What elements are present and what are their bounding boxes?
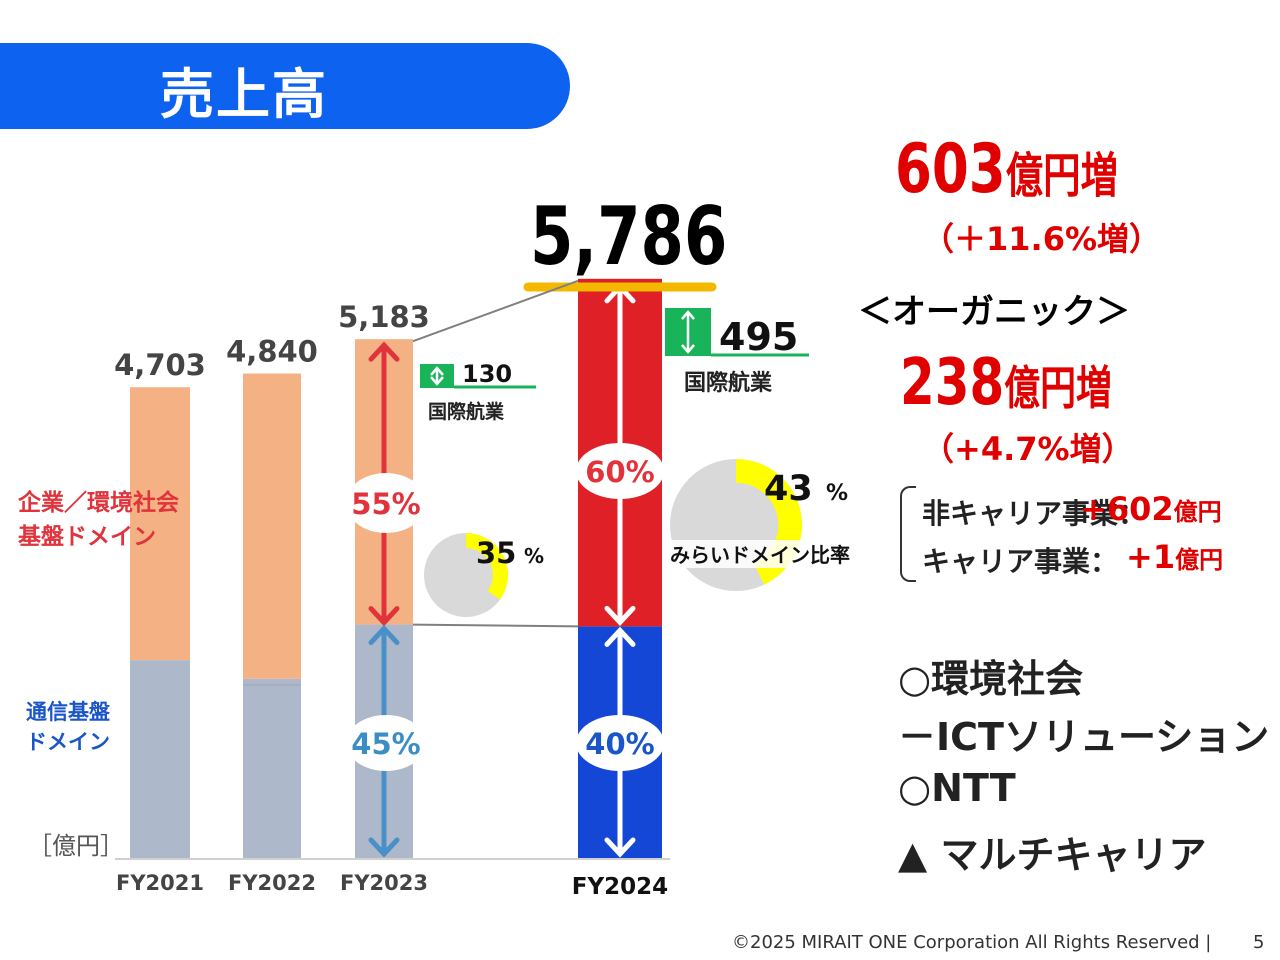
ia-caption-fy2023: 国際航業 — [428, 400, 505, 423]
bar-telecom-FY2021 — [130, 660, 190, 858]
ia-arrow-up-fy2023 — [430, 366, 444, 376]
fy2023-lower-arrow-head-up — [368, 624, 400, 646]
legend-enterprise-domain: 企業／環境社会 基盤ドメイン — [18, 486, 179, 554]
segment-multicarrier: ▲ マルチキャリア — [898, 833, 1207, 877]
fy2023-upper-arrow-head-up — [368, 341, 400, 362]
segment-environment: ○環境社会 — [898, 657, 1084, 701]
xtick-FY2021: FY2021 — [116, 871, 204, 895]
segment-ict: －ICTソリューション — [898, 715, 1270, 759]
pie-fy2024-caption-bg — [668, 540, 860, 568]
unit-label: ［億円］ — [28, 832, 124, 860]
bar-telecom-FY2022 — [243, 678, 301, 858]
breakdown-carrier-number: +1 — [1126, 538, 1176, 576]
breakdown-noncarrier-number: +602 — [1080, 490, 1174, 528]
xtick-FY2024: FY2024 — [572, 874, 668, 900]
pie-fy2024-caption: みらいドメイン比率 — [670, 543, 850, 567]
increase-value: 603 — [895, 130, 1006, 209]
xtick-FY2022: FY2022 — [228, 871, 316, 895]
title-banner — [0, 43, 570, 129]
pie-fy2023-pct-sign: % — [524, 544, 544, 568]
organic-unit: 億円増 — [1004, 361, 1112, 415]
legend-enterprise-line2: 基盤ドメイン — [18, 524, 156, 550]
breakdown-carrier-value: +1億円 — [1126, 538, 1223, 576]
fy2023-lower-share-bg — [346, 715, 426, 771]
breakdown-noncarrier-unit: 億円 — [1173, 498, 1222, 526]
fy2023-upper-share: 55% — [351, 487, 420, 521]
total-label-FY2022: 4,840 — [226, 335, 318, 369]
breakdown-noncarrier-value: +602億円 — [1080, 490, 1222, 528]
ia-arrow-down-fy2024 — [681, 344, 695, 354]
pie-fy2024-pct-sign: % — [826, 481, 848, 506]
total-label-FY2023: 5,183 — [338, 300, 430, 334]
fy2024-lower-share-bg — [576, 715, 664, 771]
bar-enterprise-FY2022 — [243, 373, 301, 679]
breakdown-carrier-label: キャリア事業： — [922, 545, 1119, 578]
legend-telecom-line1: 通信基盤 — [26, 700, 110, 724]
connector-top — [412, 279, 579, 343]
increase-unit: 億円増 — [1005, 148, 1119, 204]
total-label-FY2021: 4,703 — [114, 348, 206, 382]
breakdown-noncarrier-label: 非キャリア事業： — [922, 497, 1147, 530]
ia-caption-fy2024: 国際航業 — [684, 370, 773, 396]
connector-mid — [412, 623, 579, 628]
page-title: 売上高 — [160, 63, 328, 126]
fy2024-lower-share: 40% — [585, 727, 654, 761]
page-number: 5 — [1253, 932, 1265, 953]
ia-arrow-down-fy2023 — [430, 376, 444, 386]
increase-percent: （＋11.6%増） — [922, 220, 1162, 258]
breakdown-carrier-unit: 億円 — [1175, 546, 1224, 574]
bar-enterprise-FY2021 — [130, 387, 190, 661]
pie-fy2023-inner-mask — [466, 548, 493, 591]
ia-arrow-up-fy2024 — [681, 310, 695, 320]
ia-value-fy2023: 130 — [462, 360, 512, 388]
fy2023-lower-share: 45% — [351, 727, 420, 761]
fy2023-upper-share-bg — [346, 473, 426, 533]
fy2024-upper-arrow-head-down — [604, 605, 636, 627]
legend-enterprise-line1: 企業／環境社会 — [18, 490, 179, 516]
pie-fy2023-label: 35 — [476, 536, 516, 570]
fy2024-upper-share-bg — [576, 443, 664, 499]
copyright: ©2025 MIRAIT ONE Corporation All Rights … — [732, 932, 1212, 953]
legend-telecom-line2: ドメイン — [26, 730, 110, 754]
organic-value: 238 — [900, 346, 1005, 420]
organic-label: ＜オーガニック＞ — [858, 292, 1130, 332]
ia-value-fy2024: 495 — [719, 315, 798, 359]
xtick-FY2023: FY2023 — [340, 871, 428, 895]
organic-headline: 238億円増 — [900, 346, 1112, 420]
fy2024-upper-share: 60% — [585, 455, 654, 489]
pie-fy2024-label: 43 — [764, 469, 813, 509]
fy2024-lower-arrow-head-up — [604, 626, 636, 647]
increase-headline: 603億円増 — [895, 130, 1118, 209]
segment-ntt: ○NTT — [898, 766, 1016, 810]
fy2024-lower-arrow-head-down — [604, 837, 636, 858]
fy2023-upper-arrow-head-down — [368, 606, 400, 627]
breakdown-bracket — [900, 486, 916, 582]
fy2023-lower-arrow-head-down — [368, 837, 400, 858]
fy2024-total-label: 5,786 — [530, 190, 728, 283]
organic-percent: （+4.7%増） — [922, 430, 1134, 468]
legend-telecom-domain: 通信基盤 ドメイン — [26, 697, 110, 757]
